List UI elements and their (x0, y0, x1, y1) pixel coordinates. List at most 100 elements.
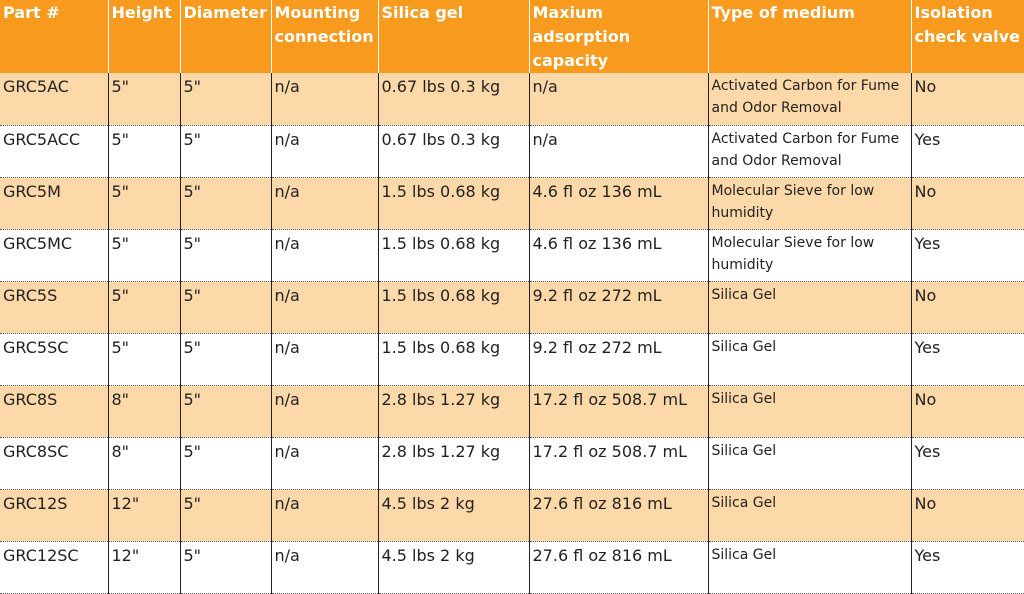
max-adsorption-capacity-cell: n/a (529, 73, 709, 126)
table-row: GRC12S 12" 5" n/a 4.5 lbs 2 kg 27.6 fl oz 816… (0, 489, 1024, 542)
table-row: GRC12SC 12" 5" n/a 4.5 lbs 2 kg 27.6 fl oz 81… (0, 541, 1024, 594)
isolation-check-valve-cell: No (911, 281, 1024, 334)
table-row: GRC8S 8" 5" n/a 2.8 lbs 1.27 kg 17.2 fl oz 50… (0, 385, 1024, 438)
isolation-check-valve-cell: No (911, 385, 1024, 438)
mounting-connection-cell: n/a (271, 281, 379, 334)
isolation-check-valve-cell: Yes (911, 125, 1024, 178)
mounting-connection-cell: n/a (271, 333, 379, 386)
height-cell: 5" (108, 229, 181, 282)
silica-gel-cell: 0.67 lbs 0.3 kg (378, 73, 530, 126)
height-cell: 5" (108, 281, 181, 334)
part-number-cell: GRC12SC (0, 541, 109, 594)
part-number-cell: GRC5AC (0, 73, 109, 126)
max-adsorption-capacity-cell: n/a (529, 125, 709, 178)
part-number-cell: GRC5M (0, 177, 109, 230)
diameter-cell: 5" (180, 541, 272, 594)
diameter-cell: 5" (180, 125, 272, 178)
table-body: GRC5AC 5" 5" n/a 0.67 lbs 0.3 kg n/a Activated… (0, 73, 1024, 594)
silica-gel-cell: 4.5 lbs 2 kg (378, 489, 530, 542)
height-cell: 8" (108, 437, 181, 490)
header-silica-gel: Silica gel (378, 0, 530, 73)
isolation-check-valve-cell: Yes (911, 333, 1024, 386)
silica-gel-cell: 2.8 lbs 1.27 kg (378, 437, 530, 490)
part-number-cell: GRC8SC (0, 437, 109, 490)
header-type-of-medium: Type of medium (708, 0, 912, 73)
mounting-connection-cell: n/a (271, 229, 379, 282)
silica-gel-cell: 1.5 lbs 0.68 kg (378, 333, 530, 386)
max-adsorption-capacity-cell: 4.6 fl oz 136 mL (529, 177, 709, 230)
isolation-check-valve-cell: No (911, 489, 1024, 542)
type-of-medium-cell: Activated Carbon for Fume and Odor Remov… (708, 73, 912, 126)
header-row: Part # Height Diameter Mounting connecti… (0, 0, 1024, 73)
mounting-connection-cell: n/a (271, 541, 379, 594)
part-number-cell: GRC8S (0, 385, 109, 438)
mounting-connection-cell: n/a (271, 125, 379, 178)
height-cell: 5" (108, 177, 181, 230)
part-number-cell: GRC5S (0, 281, 109, 334)
height-cell: 5" (108, 73, 181, 126)
silica-gel-cell: 1.5 lbs 0.68 kg (378, 229, 530, 282)
header-height: Height (108, 0, 181, 73)
silica-gel-cell: 0.67 lbs 0.3 kg (378, 125, 530, 178)
isolation-check-valve-cell: Yes (911, 541, 1024, 594)
max-adsorption-capacity-cell: 17.2 fl oz 508.7 mL (529, 385, 709, 438)
max-adsorption-capacity-cell: 27.6 fl oz 816 mL (529, 489, 709, 542)
type-of-medium-cell: Silica Gel (708, 437, 912, 490)
height-cell: 8" (108, 385, 181, 438)
type-of-medium-cell: Silica Gel (708, 541, 912, 594)
type-of-medium-cell: Molecular Sieve for low humidity (708, 177, 912, 230)
max-adsorption-capacity-cell: 17.2 fl oz 508.7 mL (529, 437, 709, 490)
silica-gel-cell: 2.8 lbs 1.27 kg (378, 385, 530, 438)
table-row: GRC5M 5" 5" n/a 1.5 lbs 0.68 kg 4.6 fl oz 136… (0, 177, 1024, 230)
type-of-medium-cell: Molecular Sieve for low humidity (708, 229, 912, 282)
header-diameter: Diameter (180, 0, 272, 73)
mounting-connection-cell: n/a (271, 385, 379, 438)
diameter-cell: 5" (180, 177, 272, 230)
diameter-cell: 5" (180, 281, 272, 334)
mounting-connection-cell: n/a (271, 177, 379, 230)
mounting-connection-cell: n/a (271, 489, 379, 542)
diameter-cell: 5" (180, 333, 272, 386)
table-row: GRC5ACC 5" 5" n/a 0.67 lbs 0.3 kg n/a Activate… (0, 125, 1024, 178)
isolation-check-valve-cell: No (911, 177, 1024, 230)
type-of-medium-cell: Silica Gel (708, 333, 912, 386)
diameter-cell: 5" (180, 385, 272, 438)
diameter-cell: 5" (180, 229, 272, 282)
mounting-connection-cell: n/a (271, 437, 379, 490)
header-isolation-check-valve: Isolation check valve (911, 0, 1024, 73)
table-row: GRC8SC 8" 5" n/a 2.8 lbs 1.27 kg 17.2 fl oz 5… (0, 437, 1024, 490)
table-row: GRC5MC 5" 5" n/a 1.5 lbs 0.68 kg 4.6 fl oz 13… (0, 229, 1024, 282)
diameter-cell: 5" (180, 489, 272, 542)
diameter-cell: 5" (180, 73, 272, 126)
max-adsorption-capacity-cell: 9.2 fl oz 272 mL (529, 281, 709, 334)
part-number-cell: GRC12S (0, 489, 109, 542)
silica-gel-cell: 4.5 lbs 2 kg (378, 541, 530, 594)
mounting-connection-cell: n/a (271, 73, 379, 126)
header-max-adsorption-capacity: Maxium adsorption capacity (529, 0, 709, 73)
silica-gel-cell: 1.5 lbs 0.68 kg (378, 281, 530, 334)
table-header: Part # Height Diameter Mounting connecti… (0, 0, 1024, 73)
table-row: GRC5S 5" 5" n/a 1.5 lbs 0.68 kg 9.2 fl oz 272… (0, 281, 1024, 334)
max-adsorption-capacity-cell: 9.2 fl oz 272 mL (529, 333, 709, 386)
height-cell: 5" (108, 333, 181, 386)
part-number-cell: GRC5SC (0, 333, 109, 386)
max-adsorption-capacity-cell: 27.6 fl oz 816 mL (529, 541, 709, 594)
header-mounting-connection: Mounting connection (271, 0, 379, 73)
diameter-cell: 5" (180, 437, 272, 490)
isolation-check-valve-cell: No (911, 73, 1024, 126)
isolation-check-valve-cell: Yes (911, 229, 1024, 282)
height-cell: 12" (108, 489, 181, 542)
type-of-medium-cell: Silica Gel (708, 281, 912, 334)
height-cell: 12" (108, 541, 181, 594)
type-of-medium-cell: Silica Gel (708, 489, 912, 542)
table-row: GRC5SC 5" 5" n/a 1.5 lbs 0.68 kg 9.2 fl oz 27… (0, 333, 1024, 386)
height-cell: 5" (108, 125, 181, 178)
table-row: GRC5AC 5" 5" n/a 0.67 lbs 0.3 kg n/a Activated… (0, 73, 1024, 126)
type-of-medium-cell: Activated Carbon for Fume and Odor Remov… (708, 125, 912, 178)
max-adsorption-capacity-cell: 4.6 fl oz 136 mL (529, 229, 709, 282)
header-part-number: Part # (0, 0, 109, 73)
type-of-medium-cell: Silica Gel (708, 385, 912, 438)
isolation-check-valve-cell: Yes (911, 437, 1024, 490)
part-number-cell: GRC5ACC (0, 125, 109, 178)
